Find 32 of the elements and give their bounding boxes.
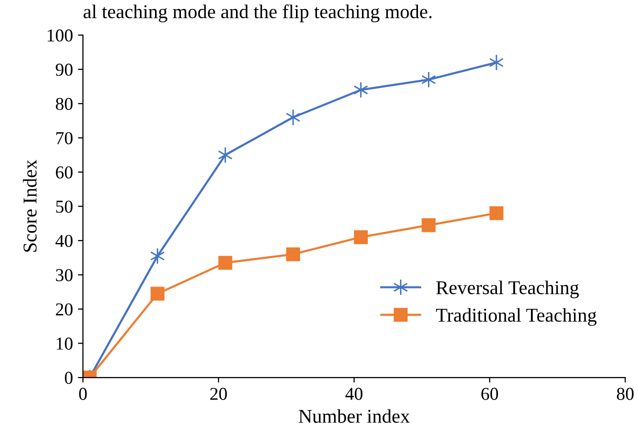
x-tick-label: 80 — [616, 388, 634, 400]
y-axis-title: Score Index — [22, 160, 37, 252]
y-tick-label: 40 — [56, 234, 73, 248]
point — [422, 218, 436, 232]
y-tick-label: 0 — [64, 372, 73, 384]
y-tick-label: 20 — [56, 303, 73, 316]
point — [421, 71, 436, 88]
point — [218, 146, 233, 164]
point — [354, 230, 368, 244]
point — [218, 256, 232, 270]
y-tick-label: 50 — [56, 200, 73, 213]
point — [354, 82, 368, 98]
point — [286, 108, 300, 126]
point — [286, 247, 300, 262]
legend-label: Reversal Teaching — [436, 280, 579, 298]
x-tick-label: 40 — [345, 388, 362, 400]
y-tick-label: 60 — [56, 166, 73, 179]
point — [150, 286, 164, 301]
x-tick-label: 0 — [79, 388, 87, 400]
y-tick-label: 80 — [56, 98, 73, 110]
y-tick-label: 70 — [56, 132, 73, 144]
point — [490, 206, 504, 220]
y-tick-label: 30 — [56, 269, 73, 282]
y-tick-label: 10 — [56, 338, 73, 350]
text: al teaching mode and the flip teaching mode. — [84, 4, 432, 22]
legend-label: Traditional Teaching — [436, 308, 597, 326]
y-tick-label: 90 — [56, 64, 73, 76]
point — [489, 54, 504, 71]
x-axis-title: Number index — [298, 409, 410, 423]
x-tick-label: 20 — [210, 388, 227, 400]
y-tick-label: 100 — [48, 29, 73, 42]
x-tick-label: 60 — [481, 388, 498, 400]
